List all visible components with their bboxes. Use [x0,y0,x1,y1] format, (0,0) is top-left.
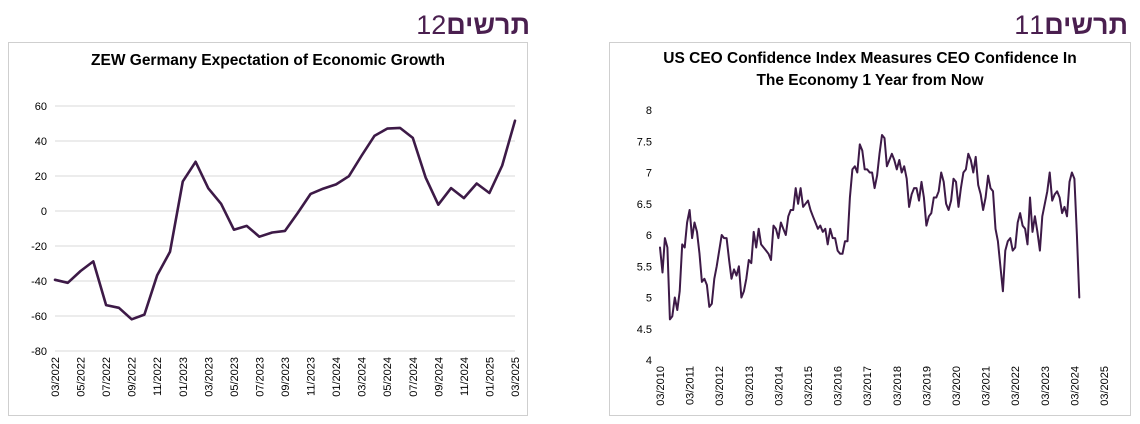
y-tick-label: 6 [646,230,652,242]
x-tick-label: 03/2023 [203,357,215,397]
heading-number: 12 [416,10,447,40]
y-tick-label: -20 [31,241,47,253]
x-tick-label: 03/2016 [833,366,845,406]
x-tick-label: 01/2025 [484,357,496,397]
y-tick-label: 8 [646,105,652,117]
chart-heading-left: תרשים12 [330,10,530,46]
x-tick-label: 07/2024 [408,357,420,397]
x-tick-label: 03/2024 [1069,366,1081,406]
y-tick-label: -80 [31,346,47,358]
heading-number: 11 [1014,10,1045,40]
x-tick-label: 03/2014 [773,366,785,406]
x-tick-label: 05/2023 [229,357,241,397]
series-line [659,134,1081,321]
x-tick-label: 11/2024 [459,357,471,396]
x-tick-label: 03/2025 [1099,366,1111,406]
x-tick-label: 09/2024 [433,357,445,397]
chart-heading-right: תרשים11 [928,10,1128,46]
x-tick-label: 09/2023 [280,357,292,397]
series-line [53,119,517,321]
x-tick-label: 09/2022 [127,357,139,397]
x-tick-label: 07/2022 [101,357,113,397]
x-tick-label: 03/2017 [862,366,874,406]
x-tick-label: 03/2015 [803,366,815,406]
x-tick-label: 03/2019 [921,366,933,406]
ceo-line-chart: 8 7.5 7 6.5 6 5.5 5 4.5 403/2010 03/2011 03/2012 03… [637,105,1111,406]
x-tick-label: 03/2020 [951,366,963,406]
x-tick-label: 03/2022 [50,357,62,397]
x-tick-label: 11/2023 [306,357,318,396]
y-tick-label: 0 [41,206,47,218]
y-tick-label: 6.5 [637,199,652,211]
zew-chart-panel: ZEW Germany Expectation of Economic Grow… [8,42,528,416]
ceo-chart-panel: US CEO Confidence Index Measures CEO Con… [609,42,1131,416]
y-tick-label: -40 [31,276,47,288]
x-tick-label: 03/2024 [357,357,369,397]
chart-title: US CEO Confidence Index Measures CEO Con… [663,50,1077,89]
y-tick-label: 4 [646,355,652,367]
x-tick-label: 03/2011 [685,366,697,405]
y-tick-label: -60 [31,311,47,323]
x-tick-label: 03/2022 [1010,366,1022,406]
x-tick-label: 03/2018 [892,366,904,406]
y-tick-label: 7 [646,168,652,180]
chart-title: ZEW Germany Expectation of Economic Grow… [91,52,445,69]
y-tick-label: 4.5 [637,324,652,336]
y-tick-label: 7.5 [637,136,652,148]
x-tick-label: 01/2024 [331,357,343,397]
heading-word: תרשים [446,10,530,40]
x-tick-label: 03/2025 [510,357,522,397]
heading-word: תרשים [1044,10,1128,40]
x-tick-label: 03/2012 [714,366,726,406]
y-tick-label: 60 [35,101,47,113]
x-tick-label: 05/2022 [76,357,88,397]
x-tick-label: 05/2024 [382,357,394,397]
y-tick-label: 40 [35,136,47,148]
x-tick-label: 01/2023 [178,357,190,397]
x-tick-label: 03/2021 [981,366,993,406]
y-tick-label: 5 [646,293,652,305]
x-tick-label: 03/2010 [655,366,667,406]
x-tick-label: 03/2023 [1040,366,1052,406]
y-tick-label: 20 [35,171,47,183]
x-tick-label: 11/2022 [152,357,164,396]
x-tick-label: 07/2023 [254,357,266,397]
y-tick-label: 5.5 [637,261,652,273]
x-tick-label: 03/2013 [744,366,756,406]
